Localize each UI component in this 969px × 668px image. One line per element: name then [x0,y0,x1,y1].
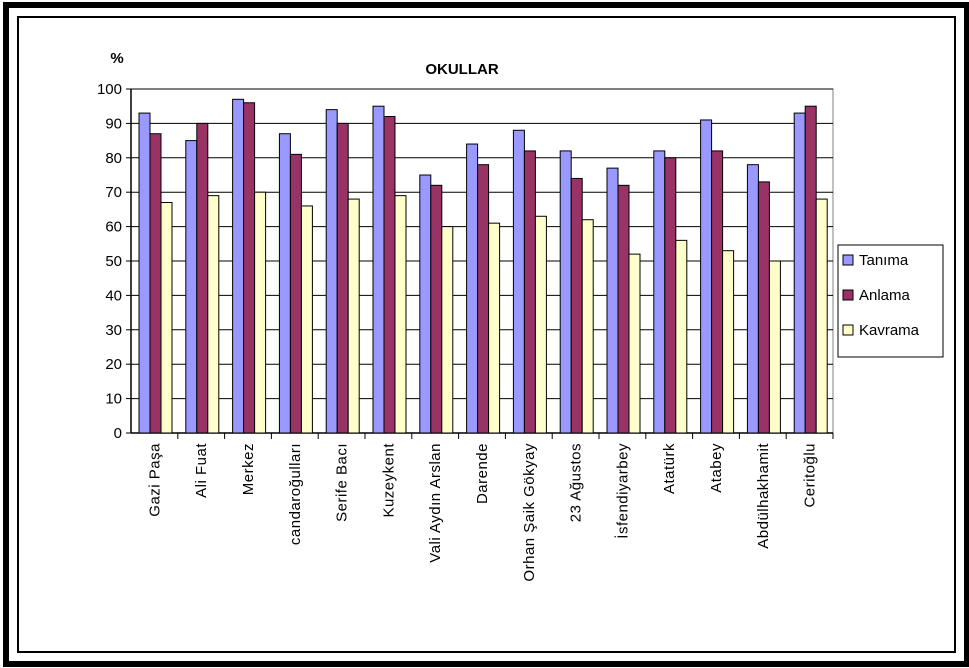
x-category-label: Orhan Şaik Gökyay [521,443,538,582]
bar-kavrama [534,215,547,434]
bar-anlama [804,105,817,434]
y-tick-label: 50 [105,253,122,270]
y-tick-label: 0 [114,425,122,442]
y-tick-label: 90 [105,115,122,132]
bar-kavrama [160,202,173,434]
bar-tanima [232,98,245,434]
bar-kavrama [347,198,360,434]
x-category-label: Kuzeykent [380,443,397,518]
y-tick-label: 30 [105,322,122,339]
bar-tanima [325,109,338,434]
bar-kavrama [815,198,828,434]
bar-anlama [711,150,724,434]
bar-anlama [477,164,490,434]
legend-label: Anlama [859,287,911,304]
x-category-label: Abdülhakhamit [755,443,772,549]
bar-kavrama [488,222,501,434]
bar-anlama [757,181,770,434]
plot-area: 0 10 20 30 40 50 60 70 80 90 100 Gazi Paşa Ali Fuat M… [97,81,834,582]
bar-anlama [523,150,536,434]
bar-kavrama [581,219,594,434]
bar-kavrama [768,260,781,434]
legend-label: Tanıma [859,252,909,269]
bar-kavrama [441,226,454,434]
x-category-label: Serife Bacı [334,443,351,522]
bar-tanima [372,105,385,434]
bar-tanima [512,129,525,434]
bar-tanima [793,112,806,434]
x-category-label: Atatürk [661,443,678,494]
bar-anlama [336,122,349,434]
bar-kavrama [675,239,688,434]
bar-kavrama [394,195,407,434]
y-tick-label: 20 [105,356,122,373]
bar-tanima [185,140,198,434]
bar-anlama [383,116,396,434]
bar-tanima [746,164,759,434]
bar-tanima [700,119,713,434]
bar-anlama [617,184,630,434]
bar-anlama [430,184,443,434]
bar-tanima [278,133,291,434]
y-axis-unit-label: % [110,50,123,67]
x-category-label: Atabey [708,443,725,493]
chart-inner-frame [17,16,956,653]
legend-swatch [842,289,854,301]
bar-kavrama [628,253,641,434]
y-tick-label: 40 [105,287,122,304]
x-category-label: Ali Fuat [193,443,210,498]
bar-anlama [289,153,302,434]
x-category-label: Ceritoğlu [802,443,819,508]
bar-kavrama [207,195,220,434]
bar-kavrama [722,250,735,434]
legend: Tanıma Anlama Kavrama [837,244,944,358]
bar-tanima [606,167,619,434]
bar-tanima [653,150,666,434]
legend-label: Kavrama [859,322,920,339]
x-category-label: candaroğulları [287,443,304,545]
bar-anlama [570,177,583,434]
y-tick-label: 60 [105,219,122,236]
bar-tanima [466,143,479,434]
legend-swatch [842,324,854,336]
y-tick-label: 100 [97,81,122,98]
x-category-label: Vali Aydın Arslan [427,443,444,563]
x-category-label: Merkez [240,443,257,495]
bar-anlama [243,102,256,434]
y-tick-label: 10 [105,391,122,408]
bar-tanima [138,112,151,434]
bar-anlama [196,122,209,434]
y-tick-label: 70 [105,184,122,201]
x-category-label: Gazi Paşa [146,443,163,517]
chart-title: OKULLAR [425,61,498,78]
bar-anlama [149,133,162,434]
legend-swatch [842,254,854,266]
x-category-label: Darende [474,443,491,504]
bar-kavrama [300,205,313,434]
bar-tanima [559,150,572,434]
legend-box [837,244,944,358]
bar-kavrama [254,191,267,434]
bar-anlama [664,157,677,434]
y-tick-label: 80 [105,150,122,167]
x-category-label: 23 Ağustos [568,443,585,522]
x-category-label: İsfendiyarbey [613,443,631,539]
bar-tanima [419,174,432,434]
